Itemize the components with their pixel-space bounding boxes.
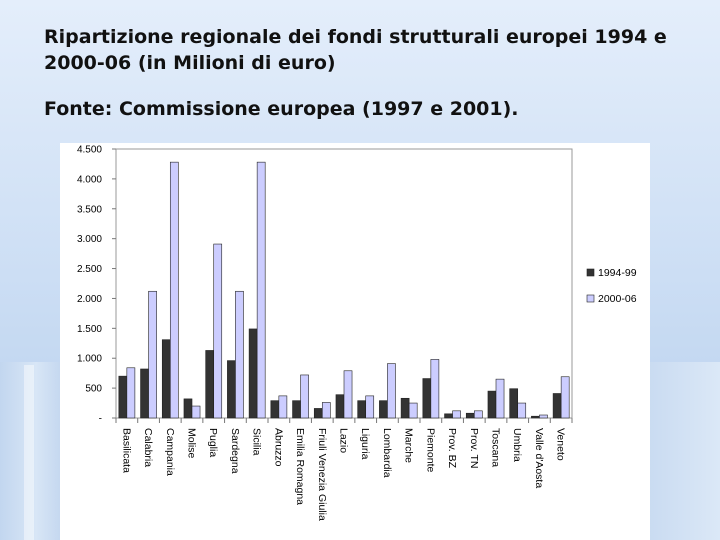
- bar-2000-06: [387, 363, 396, 419]
- bar-2000-06: [256, 161, 266, 419]
- y-tick-label: 3.500: [77, 204, 102, 215]
- bar-2000-06: [213, 243, 223, 419]
- category-label: Lombardia: [381, 428, 393, 478]
- category-label: Campania: [164, 428, 176, 476]
- slide-title: Ripartizione regionale dei fondi struttu…: [44, 26, 667, 74]
- bar-2000-06: [278, 395, 288, 419]
- bar-2000-06: [560, 376, 570, 419]
- bar-2000-06: [452, 410, 461, 419]
- category-label: Umbria: [511, 428, 523, 462]
- y-tick-label: 3.000: [77, 234, 102, 245]
- bar-1994-99: [465, 412, 475, 419]
- category-label: Friuli Venezia Giulia: [316, 428, 328, 521]
- bar-2000-06: [430, 359, 440, 419]
- chart-panel: - 500 1.000 1.500 2.000 2.500 3.000 3.500 4.000 4…: [60, 143, 650, 540]
- y-tick-label: 500: [85, 384, 102, 395]
- x-axis-labels: Basilicata Calabria Campania Molise Puglia Sa…: [120, 428, 566, 521]
- category-label: Molise: [186, 428, 198, 459]
- category-label: Calabria: [142, 428, 154, 467]
- category-label: Prov. BZ: [446, 428, 458, 469]
- category-label: Lazio: [338, 428, 350, 453]
- legend-label: 1994-99: [598, 267, 637, 279]
- bar-2000-06: [495, 378, 505, 419]
- y-tick-label: -: [99, 414, 102, 425]
- category-label: Sicilia: [251, 428, 263, 456]
- category-label: Liguria: [359, 428, 371, 460]
- category-label: Abruzzo: [272, 428, 284, 467]
- bar-chart: - 500 1.000 1.500 2.000 2.500 3.000 3.500 4.000 4…: [77, 145, 637, 521]
- legend-swatch: [586, 294, 595, 303]
- category-label: Valle d'Aosta: [533, 428, 545, 488]
- y-tick-label: 1.000: [77, 354, 102, 365]
- category-label: Marche: [403, 428, 415, 463]
- bar-2000-06: [473, 410, 483, 419]
- category-label: Prov. TN: [468, 428, 480, 468]
- bar-2000-06: [343, 370, 353, 419]
- bar-2000-06: [365, 395, 375, 419]
- bar-1994-99: [531, 415, 540, 419]
- category-label: Piemonte: [424, 428, 436, 473]
- bar-1994-99: [335, 394, 345, 419]
- bar-2000-06: [539, 414, 548, 419]
- category-label: Sardegna: [229, 428, 241, 474]
- bar-1994-99: [161, 339, 171, 419]
- category-label: Toscana: [490, 428, 502, 467]
- category-label: Emilia Romagna: [294, 428, 306, 505]
- bar-1994-99: [270, 400, 280, 419]
- bar-2000-06: [169, 161, 179, 419]
- bar-1994-99: [292, 400, 301, 419]
- bar-2000-06: [408, 402, 418, 419]
- background-decoration-stripe: [24, 365, 34, 540]
- legend-label: 2000-06: [598, 293, 637, 305]
- bar-1994-99: [400, 397, 410, 419]
- y-axis: - 500 1.000 1.500 2.000 2.500 3.000 3.500 4.000 4…: [77, 145, 116, 425]
- legend: 1994-99 2000-06: [586, 267, 637, 305]
- slide-source: Fonte: Commissione europea (1997 e 2001)…: [44, 98, 519, 120]
- y-tick-label: 1.500: [77, 324, 102, 335]
- bar-1994-99: [205, 350, 215, 419]
- bar-1994-99: [248, 328, 258, 419]
- category-label: Basilicata: [120, 428, 132, 473]
- bar-1994-99: [118, 375, 128, 419]
- bar-1994-99: [552, 393, 562, 419]
- bar-2000-06: [517, 402, 527, 419]
- y-tick-label: 4.500: [77, 145, 102, 156]
- bar-2000-06: [235, 290, 244, 419]
- bars-group: [115, 161, 573, 423]
- bar-2000-06: [321, 402, 331, 419]
- bar-2000-06: [148, 290, 157, 419]
- category-label: Veneto: [555, 428, 567, 461]
- bar-1994-99: [227, 360, 236, 419]
- bar-1994-99: [357, 400, 367, 419]
- category-label: Puglia: [207, 428, 219, 457]
- legend-swatch: [586, 268, 595, 277]
- bar-1994-99: [509, 388, 519, 419]
- bar-1994-99: [379, 400, 388, 419]
- bar-1994-99: [313, 408, 323, 419]
- background-decoration-left: [0, 362, 60, 540]
- background-decoration-right: [648, 362, 720, 540]
- bar-1994-99: [487, 390, 497, 419]
- bar-1994-99: [140, 368, 149, 419]
- y-tick-label: 2.000: [77, 294, 102, 305]
- bar-1994-99: [183, 398, 193, 419]
- bar-2000-06: [126, 367, 136, 419]
- bar-2000-06: [191, 405, 201, 419]
- bar-2000-06: [300, 374, 309, 419]
- y-tick-label: 2.500: [77, 264, 102, 275]
- bar-1994-99: [422, 378, 432, 419]
- bar-1994-99: [444, 413, 453, 419]
- y-tick-label: 4.000: [77, 174, 102, 185]
